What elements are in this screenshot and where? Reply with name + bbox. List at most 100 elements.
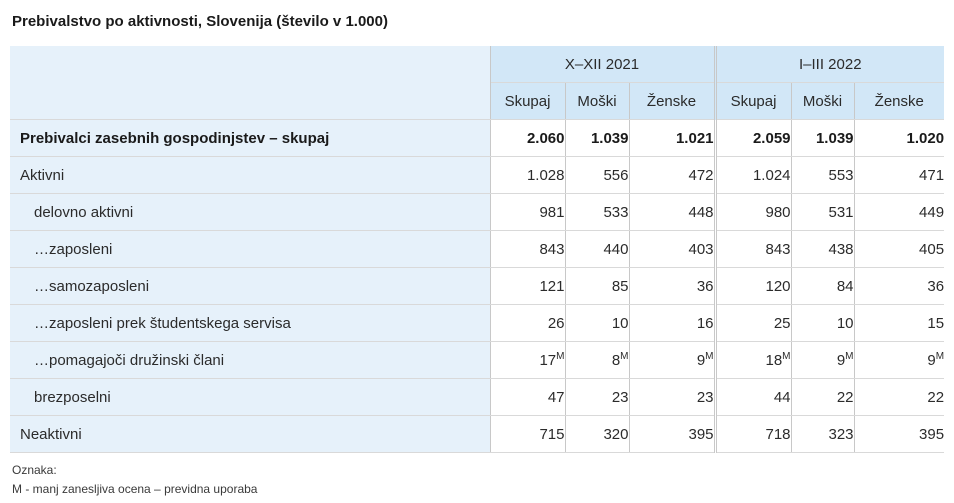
value-text: 438 xyxy=(828,240,854,258)
value-text: 16 xyxy=(696,314,714,332)
table-row: …samozaposleni 121 85 36 120 84 36 xyxy=(10,267,945,305)
value-text: 718 xyxy=(765,425,791,443)
row-label: …zaposleni prek študentskega servisa xyxy=(10,304,491,342)
value-cell: 556 xyxy=(565,156,630,194)
value-cell: 403 xyxy=(629,230,716,268)
value-text: 980 xyxy=(765,203,791,221)
column-header: Moški xyxy=(791,82,855,120)
value-text: 1.039 xyxy=(590,129,629,147)
value-cell: 2.060 xyxy=(490,119,566,157)
row-label: …samozaposleni xyxy=(10,267,491,305)
value-cell: 980 xyxy=(713,193,792,231)
value-cell: 22 xyxy=(791,378,855,416)
value-text: 8 xyxy=(611,351,621,369)
value-cell: 553 xyxy=(791,156,855,194)
value-text: 22 xyxy=(836,388,854,406)
value-text: 449 xyxy=(919,203,945,221)
value-cell: 1.039 xyxy=(565,119,630,157)
value-text: 533 xyxy=(603,203,629,221)
value-text: 15 xyxy=(927,314,945,332)
table-corner-cell xyxy=(10,46,491,120)
value-cell: 8M xyxy=(565,341,630,379)
value-cell: 25 xyxy=(713,304,792,342)
value-text: 84 xyxy=(836,277,854,295)
flag-m-superscript: M xyxy=(620,350,629,362)
value-text: 715 xyxy=(539,425,565,443)
value-cell: 36 xyxy=(629,267,716,305)
value-text: 120 xyxy=(765,277,791,295)
value-text: 395 xyxy=(688,425,714,443)
value-cell: 9M xyxy=(854,341,945,379)
period-header: I–III 2022 xyxy=(713,46,945,83)
value-cell: 10 xyxy=(565,304,630,342)
value-cell: 448 xyxy=(629,193,716,231)
period-header-row: X–XII 2021 I–III 2022 xyxy=(10,46,945,120)
value-cell: 472 xyxy=(629,156,716,194)
value-text: 1.020 xyxy=(906,129,945,147)
value-text: 47 xyxy=(547,388,565,406)
value-text: 405 xyxy=(919,240,945,258)
population-activity-table: X–XII 2021 I–III 2022 Skupaj Moški Ženske Sku… xyxy=(10,46,945,453)
flag-m-superscript: M xyxy=(556,350,565,362)
value-text: 1.021 xyxy=(675,129,714,147)
flag-m-superscript: M xyxy=(935,350,945,362)
value-cell: 10 xyxy=(791,304,855,342)
table-body: Prebivalci zasebnih gospodinjstev – skup… xyxy=(10,119,945,453)
row-label: Neaktivni xyxy=(10,415,491,453)
row-label: brezposelni xyxy=(10,378,491,416)
flag-m-superscript: M xyxy=(845,350,854,362)
value-cell: 1.039 xyxy=(791,119,855,157)
value-cell: 9M xyxy=(629,341,716,379)
value-text: 25 xyxy=(773,314,791,332)
table-row: brezposelni 47 23 23 44 22 22 xyxy=(10,378,945,416)
period-header: X–XII 2021 xyxy=(490,46,716,83)
value-cell: 120 xyxy=(713,267,792,305)
value-text: 472 xyxy=(688,166,714,184)
value-cell: 440 xyxy=(565,230,630,268)
row-label: …zaposleni xyxy=(10,230,491,268)
table-row: …pomagajoči družinski člani 17M 8M 9M 18M 9M 9… xyxy=(10,341,945,379)
value-cell: 471 xyxy=(854,156,945,194)
table-header: X–XII 2021 I–III 2022 Skupaj Moški Ženske Sku… xyxy=(10,46,945,120)
value-cell: 23 xyxy=(629,378,716,416)
value-text: 22 xyxy=(927,388,945,406)
footnote-text: M - manj zanesljiva ocena – previdna upo… xyxy=(12,482,258,496)
value-text: 1.039 xyxy=(815,129,854,147)
value-cell: 26 xyxy=(490,304,566,342)
value-cell: 438 xyxy=(791,230,855,268)
value-cell: 2.059 xyxy=(713,119,792,157)
value-text: 10 xyxy=(611,314,629,332)
value-text: 36 xyxy=(927,277,945,295)
flag-m-superscript: M xyxy=(705,350,714,362)
value-cell: 715 xyxy=(490,415,566,453)
column-header-row: Skupaj Moški Ženske Skupaj Moški Ženske xyxy=(10,82,945,120)
table-row: Aktivni 1.028 556 472 1.024 553 471 xyxy=(10,156,945,194)
value-text: 9 xyxy=(836,351,846,369)
value-cell: 85 xyxy=(565,267,630,305)
value-text: 843 xyxy=(539,240,565,258)
value-cell: 9M xyxy=(791,341,855,379)
value-text: 403 xyxy=(688,240,714,258)
value-text: 1.028 xyxy=(526,166,565,184)
table-row: …zaposleni 843 440 403 843 438 405 xyxy=(10,230,945,268)
table-row: delovno aktivni 981 533 448 980 531 449 xyxy=(10,193,945,231)
value-text: 448 xyxy=(688,203,714,221)
value-text: 556 xyxy=(603,166,629,184)
page-title: Prebivalstvo po aktivnosti, Slovenija (š… xyxy=(12,13,388,30)
value-cell: 718 xyxy=(713,415,792,453)
value-cell: 395 xyxy=(629,415,716,453)
table-row: Prebivalci zasebnih gospodinjstev – skup… xyxy=(10,119,945,157)
column-header: Skupaj xyxy=(490,82,566,120)
value-cell: 44 xyxy=(713,378,792,416)
column-header: Ženske xyxy=(854,82,945,120)
value-text: 320 xyxy=(603,425,629,443)
column-header: Ženske xyxy=(629,82,716,120)
value-cell: 843 xyxy=(490,230,566,268)
value-text: 10 xyxy=(836,314,854,332)
row-label: Prebivalci zasebnih gospodinjstev – skup… xyxy=(10,119,491,157)
value-text: 121 xyxy=(539,277,565,295)
value-cell: 18M xyxy=(713,341,792,379)
value-text: 981 xyxy=(539,203,565,221)
flag-m-superscript: M xyxy=(782,350,791,362)
